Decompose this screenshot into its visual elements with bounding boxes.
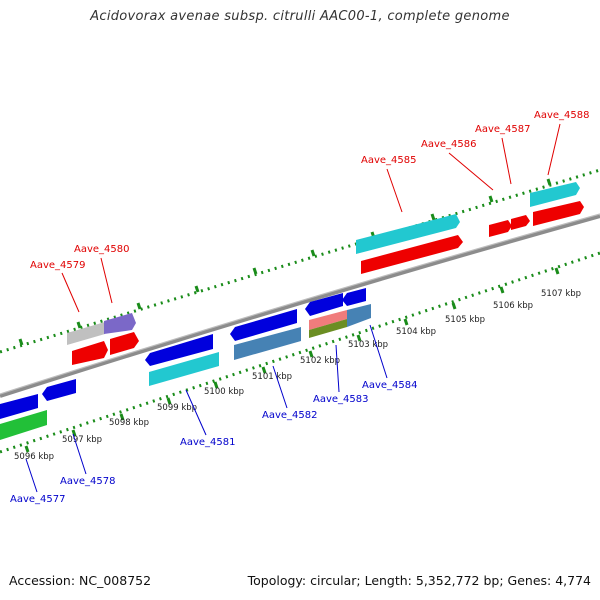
scale-label: 5104 kbp <box>396 327 436 337</box>
gene-feature[interactable] <box>511 215 530 230</box>
plus-strand-features <box>67 182 584 365</box>
scale-label: 5096 kbp <box>14 452 54 462</box>
accession-text: Accession: NC_008752 <box>9 573 152 588</box>
lower-tick-track <box>0 251 600 454</box>
scale-label: 5097 kbp <box>62 435 102 445</box>
gene-feature[interactable] <box>356 214 460 254</box>
label-leaders <box>25 123 561 493</box>
gene-feature[interactable] <box>0 410 47 440</box>
gene-label: Aave_4588 <box>534 110 590 121</box>
gene-feature[interactable] <box>72 341 108 365</box>
scale-label: 5099 kbp <box>157 403 197 413</box>
scale-label: 5106 kbp <box>493 301 533 311</box>
gene-label: Aave_4578 <box>60 476 116 487</box>
gene-feature[interactable] <box>149 352 219 386</box>
scale-label: 5107 kbp <box>541 289 581 299</box>
gene-feature[interactable] <box>42 379 76 401</box>
map-title: Acidovorax avenae subsp. citrulli AAC00-… <box>90 9 510 24</box>
gene-label: Aave_4582 <box>262 410 318 421</box>
gene-feature[interactable] <box>305 293 343 316</box>
gene-feature[interactable] <box>104 313 136 334</box>
gene-feature[interactable] <box>309 319 347 338</box>
gene-feature[interactable] <box>110 332 139 355</box>
gene-feature[interactable] <box>342 288 366 306</box>
scale-label: 5105 kbp <box>445 315 485 325</box>
topology-text: Topology: circular; Length: 5,352,772 bp… <box>247 573 591 588</box>
gene-feature[interactable] <box>0 394 38 419</box>
gene-label: Aave_4579 <box>30 260 86 271</box>
gene-feature[interactable] <box>230 309 297 341</box>
scale-label: 5098 kbp <box>109 418 149 428</box>
gene-label: Aave_4585 <box>361 155 417 166</box>
gene-feature[interactable] <box>530 182 580 207</box>
gene-feature[interactable] <box>234 327 301 360</box>
gene-label: Aave_4584 <box>362 380 418 391</box>
gene-feature[interactable] <box>489 220 512 237</box>
gene-label: Aave_4577 <box>10 494 66 505</box>
gene-feature[interactable] <box>67 322 105 345</box>
gene-feature[interactable] <box>145 334 213 366</box>
gene-feature[interactable] <box>347 304 371 327</box>
lower-major-ticks <box>24 267 560 453</box>
gene-label: Aave_4586 <box>421 139 477 150</box>
genome-backbone <box>0 214 600 398</box>
gene-label: Aave_4581 <box>180 437 236 448</box>
minus-strand-features <box>0 288 371 440</box>
gene-label: Aave_4587 <box>475 124 531 135</box>
gene-feature[interactable] <box>361 235 463 274</box>
gene-label: Aave_4583 <box>313 394 369 405</box>
scale-label: 5101 kbp <box>252 372 292 382</box>
gene-feature[interactable] <box>533 201 584 226</box>
scale-label: 5102 kbp <box>300 356 340 366</box>
gene-label: Aave_4580 <box>74 244 130 255</box>
upper-tick-track <box>0 168 600 354</box>
scale-label: 5103 kbp <box>348 340 388 350</box>
scale-label: 5100 kbp <box>204 387 244 397</box>
upper-major-ticks <box>18 178 552 346</box>
gene-feature[interactable] <box>309 310 347 330</box>
